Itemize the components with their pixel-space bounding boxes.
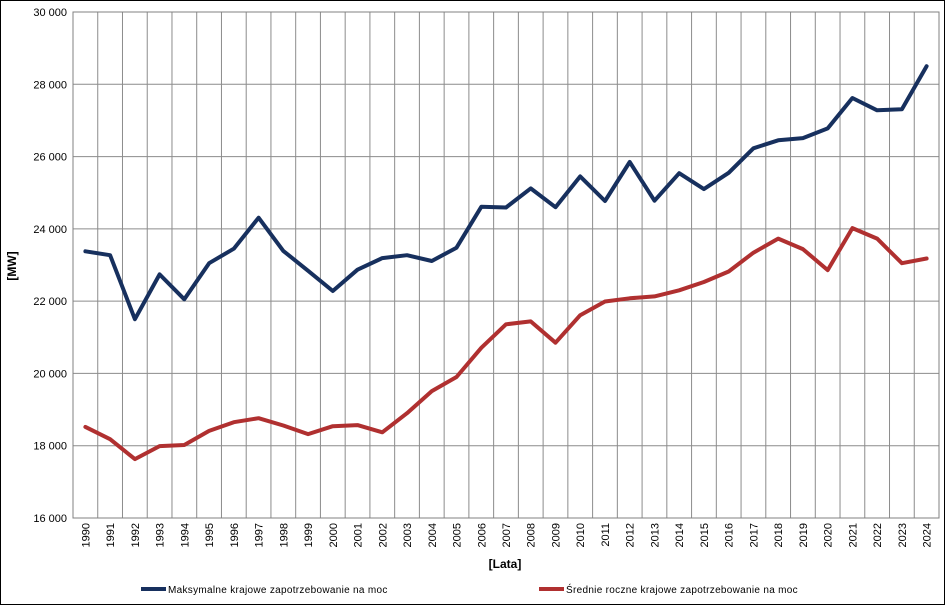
x-tick-label: 2007 bbox=[501, 523, 513, 547]
x-tick-label: 1992 bbox=[130, 523, 142, 547]
y-tick-label: 18 000 bbox=[33, 441, 67, 453]
x-tick-label: 2011 bbox=[600, 523, 612, 547]
y-tick-label: 22 000 bbox=[33, 296, 67, 308]
x-tick-label: 1999 bbox=[303, 523, 315, 547]
x-tick-label: 2014 bbox=[674, 523, 686, 547]
legend: Maksymalne krajowe zapotrzebowanie na mo… bbox=[141, 583, 798, 596]
y-axis-title: [MW] bbox=[5, 251, 19, 280]
x-tick-label: 2024 bbox=[922, 523, 934, 547]
x-tick-label: 2017 bbox=[748, 523, 760, 547]
x-tick-label: 2022 bbox=[872, 523, 884, 547]
x-axis-title: [Lata] bbox=[489, 557, 522, 571]
x-tick-label: 2013 bbox=[649, 523, 661, 547]
x-tick-label: 1994 bbox=[179, 523, 191, 547]
x-tick-label: 1995 bbox=[204, 523, 216, 547]
x-tick-label: 2023 bbox=[897, 523, 909, 547]
series-lines bbox=[83, 64, 929, 462]
x-tick-label: 1990 bbox=[80, 523, 92, 547]
x-tick-label: 2020 bbox=[823, 523, 835, 547]
y-axis-ticks: 16 000 18 000 20 000 22 000 24 000 26 000 28 0… bbox=[33, 7, 67, 525]
x-tick-label: 1993 bbox=[155, 523, 167, 547]
x-tick-label: 2019 bbox=[798, 523, 810, 547]
x-tick-label: 2009 bbox=[550, 523, 562, 547]
x-tick-label: 2002 bbox=[377, 523, 389, 547]
legend-label: Maksymalne krajowe zapotrzebowanie na mo… bbox=[168, 585, 388, 596]
x-tick-label: 2010 bbox=[575, 523, 587, 547]
x-tick-label: 2021 bbox=[847, 523, 859, 547]
legend-label: Średnie roczne krajowe zapotrzebowanie n… bbox=[566, 583, 798, 596]
x-tick-label: 2018 bbox=[773, 523, 785, 547]
x-tick-label: 2003 bbox=[402, 523, 414, 547]
grid bbox=[72, 11, 940, 519]
plot-area-border bbox=[72, 11, 940, 519]
x-axis-ticks: 1990 1991 1992 1993 1994 1995 1996 1997 1998 1999… bbox=[80, 523, 933, 547]
x-tick-label: 2012 bbox=[625, 523, 637, 547]
x-tick-label: 2016 bbox=[724, 523, 736, 547]
x-tick-label: 2004 bbox=[427, 523, 439, 547]
x-tick-label: 1991 bbox=[105, 523, 117, 547]
x-tick-label: 1998 bbox=[278, 523, 290, 547]
y-tick-label: 20 000 bbox=[33, 368, 67, 380]
y-tick-label: 28 000 bbox=[33, 79, 67, 91]
series-line-1 bbox=[83, 64, 929, 322]
x-tick-label: 2008 bbox=[526, 523, 538, 547]
x-tick-label: 1996 bbox=[229, 523, 241, 547]
y-tick-label: 26 000 bbox=[33, 152, 67, 164]
x-tick-label: 2000 bbox=[328, 523, 340, 547]
x-tick-label: 2006 bbox=[476, 523, 488, 547]
y-tick-label: 16 000 bbox=[33, 513, 67, 525]
x-tick-label: 2005 bbox=[452, 523, 464, 547]
x-tick-label: 2015 bbox=[699, 523, 711, 547]
y-tick-label: 30 000 bbox=[33, 7, 67, 19]
x-tick-label: 1997 bbox=[254, 523, 266, 547]
x-tick-label: 2001 bbox=[353, 523, 365, 547]
y-tick-label: 24 000 bbox=[33, 224, 67, 236]
